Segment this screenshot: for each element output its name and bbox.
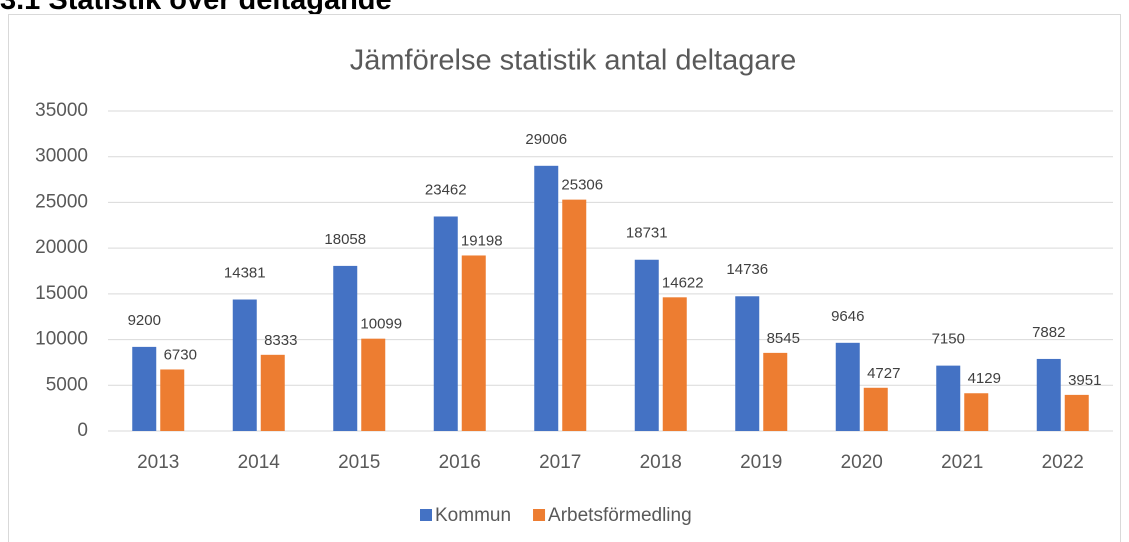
data-label: 10099 <box>360 316 402 333</box>
legend-swatch <box>420 509 432 521</box>
bar <box>461 255 486 431</box>
data-label: 29006 <box>525 131 567 148</box>
bar <box>1036 358 1061 431</box>
bar <box>361 338 386 431</box>
bar <box>735 296 760 431</box>
bar <box>333 265 358 431</box>
x-tick-label: 2017 <box>539 452 581 473</box>
data-label: 9200 <box>128 312 161 329</box>
bar <box>433 216 458 431</box>
x-tick-label: 2019 <box>740 452 782 473</box>
data-label: 14622 <box>662 274 704 291</box>
y-tick-label: 25000 <box>35 191 88 212</box>
x-tick-label: 2016 <box>439 452 481 473</box>
bar <box>662 297 687 431</box>
legend-label: Arbetsförmedling <box>548 505 692 526</box>
bar <box>534 165 559 431</box>
data-label: 18731 <box>626 225 668 242</box>
data-label: 25306 <box>561 177 603 194</box>
data-label: 23462 <box>425 181 467 198</box>
data-label: 3951 <box>1068 372 1101 389</box>
legend-swatch <box>533 509 546 521</box>
bar <box>260 354 285 431</box>
x-tick-label: 2022 <box>1042 452 1084 473</box>
y-tick-label: 35000 <box>35 100 88 121</box>
bar <box>763 352 788 431</box>
bar <box>160 369 185 431</box>
x-tick-label: 2013 <box>137 452 179 473</box>
bar <box>1064 394 1089 431</box>
data-label: 4129 <box>968 370 1001 387</box>
x-tick-label: 2021 <box>941 452 983 473</box>
data-label: 14381 <box>224 264 266 281</box>
bar <box>132 346 157 431</box>
data-label: 14736 <box>726 261 768 278</box>
y-tick-label: 30000 <box>35 146 88 167</box>
y-tick-label: 0 <box>77 420 88 441</box>
data-label: 8545 <box>767 330 800 347</box>
bar <box>964 393 989 431</box>
bar <box>232 299 257 431</box>
y-tick-label: 20000 <box>35 237 88 258</box>
x-tick-label: 2015 <box>338 452 380 473</box>
data-label: 4727 <box>867 365 900 382</box>
data-label: 7150 <box>932 331 965 348</box>
bar <box>835 342 860 431</box>
y-tick-label: 10000 <box>35 329 88 350</box>
legend-label: Kommun <box>435 505 511 526</box>
x-tick-label: 2020 <box>841 452 883 473</box>
data-label: 7882 <box>1032 324 1065 341</box>
x-tick-label: 2018 <box>640 452 682 473</box>
x-tick-label: 2014 <box>238 452 281 473</box>
y-tick-label: 5000 <box>46 374 88 395</box>
bar <box>936 365 961 431</box>
data-label: 19198 <box>461 232 503 249</box>
y-tick-label: 15000 <box>35 283 88 304</box>
bar <box>634 259 659 431</box>
data-label: 8333 <box>264 332 297 349</box>
section-heading: 3.1 Statistik över deltagande <box>0 0 392 16</box>
data-label: 6730 <box>164 346 197 363</box>
bar <box>863 387 888 431</box>
data-label: 9646 <box>831 308 864 325</box>
chart-frame <box>8 14 1121 542</box>
data-label: 18058 <box>324 231 366 248</box>
chart-title: Jämförelse statistik antal deltagare <box>350 45 797 77</box>
bar <box>562 199 587 431</box>
